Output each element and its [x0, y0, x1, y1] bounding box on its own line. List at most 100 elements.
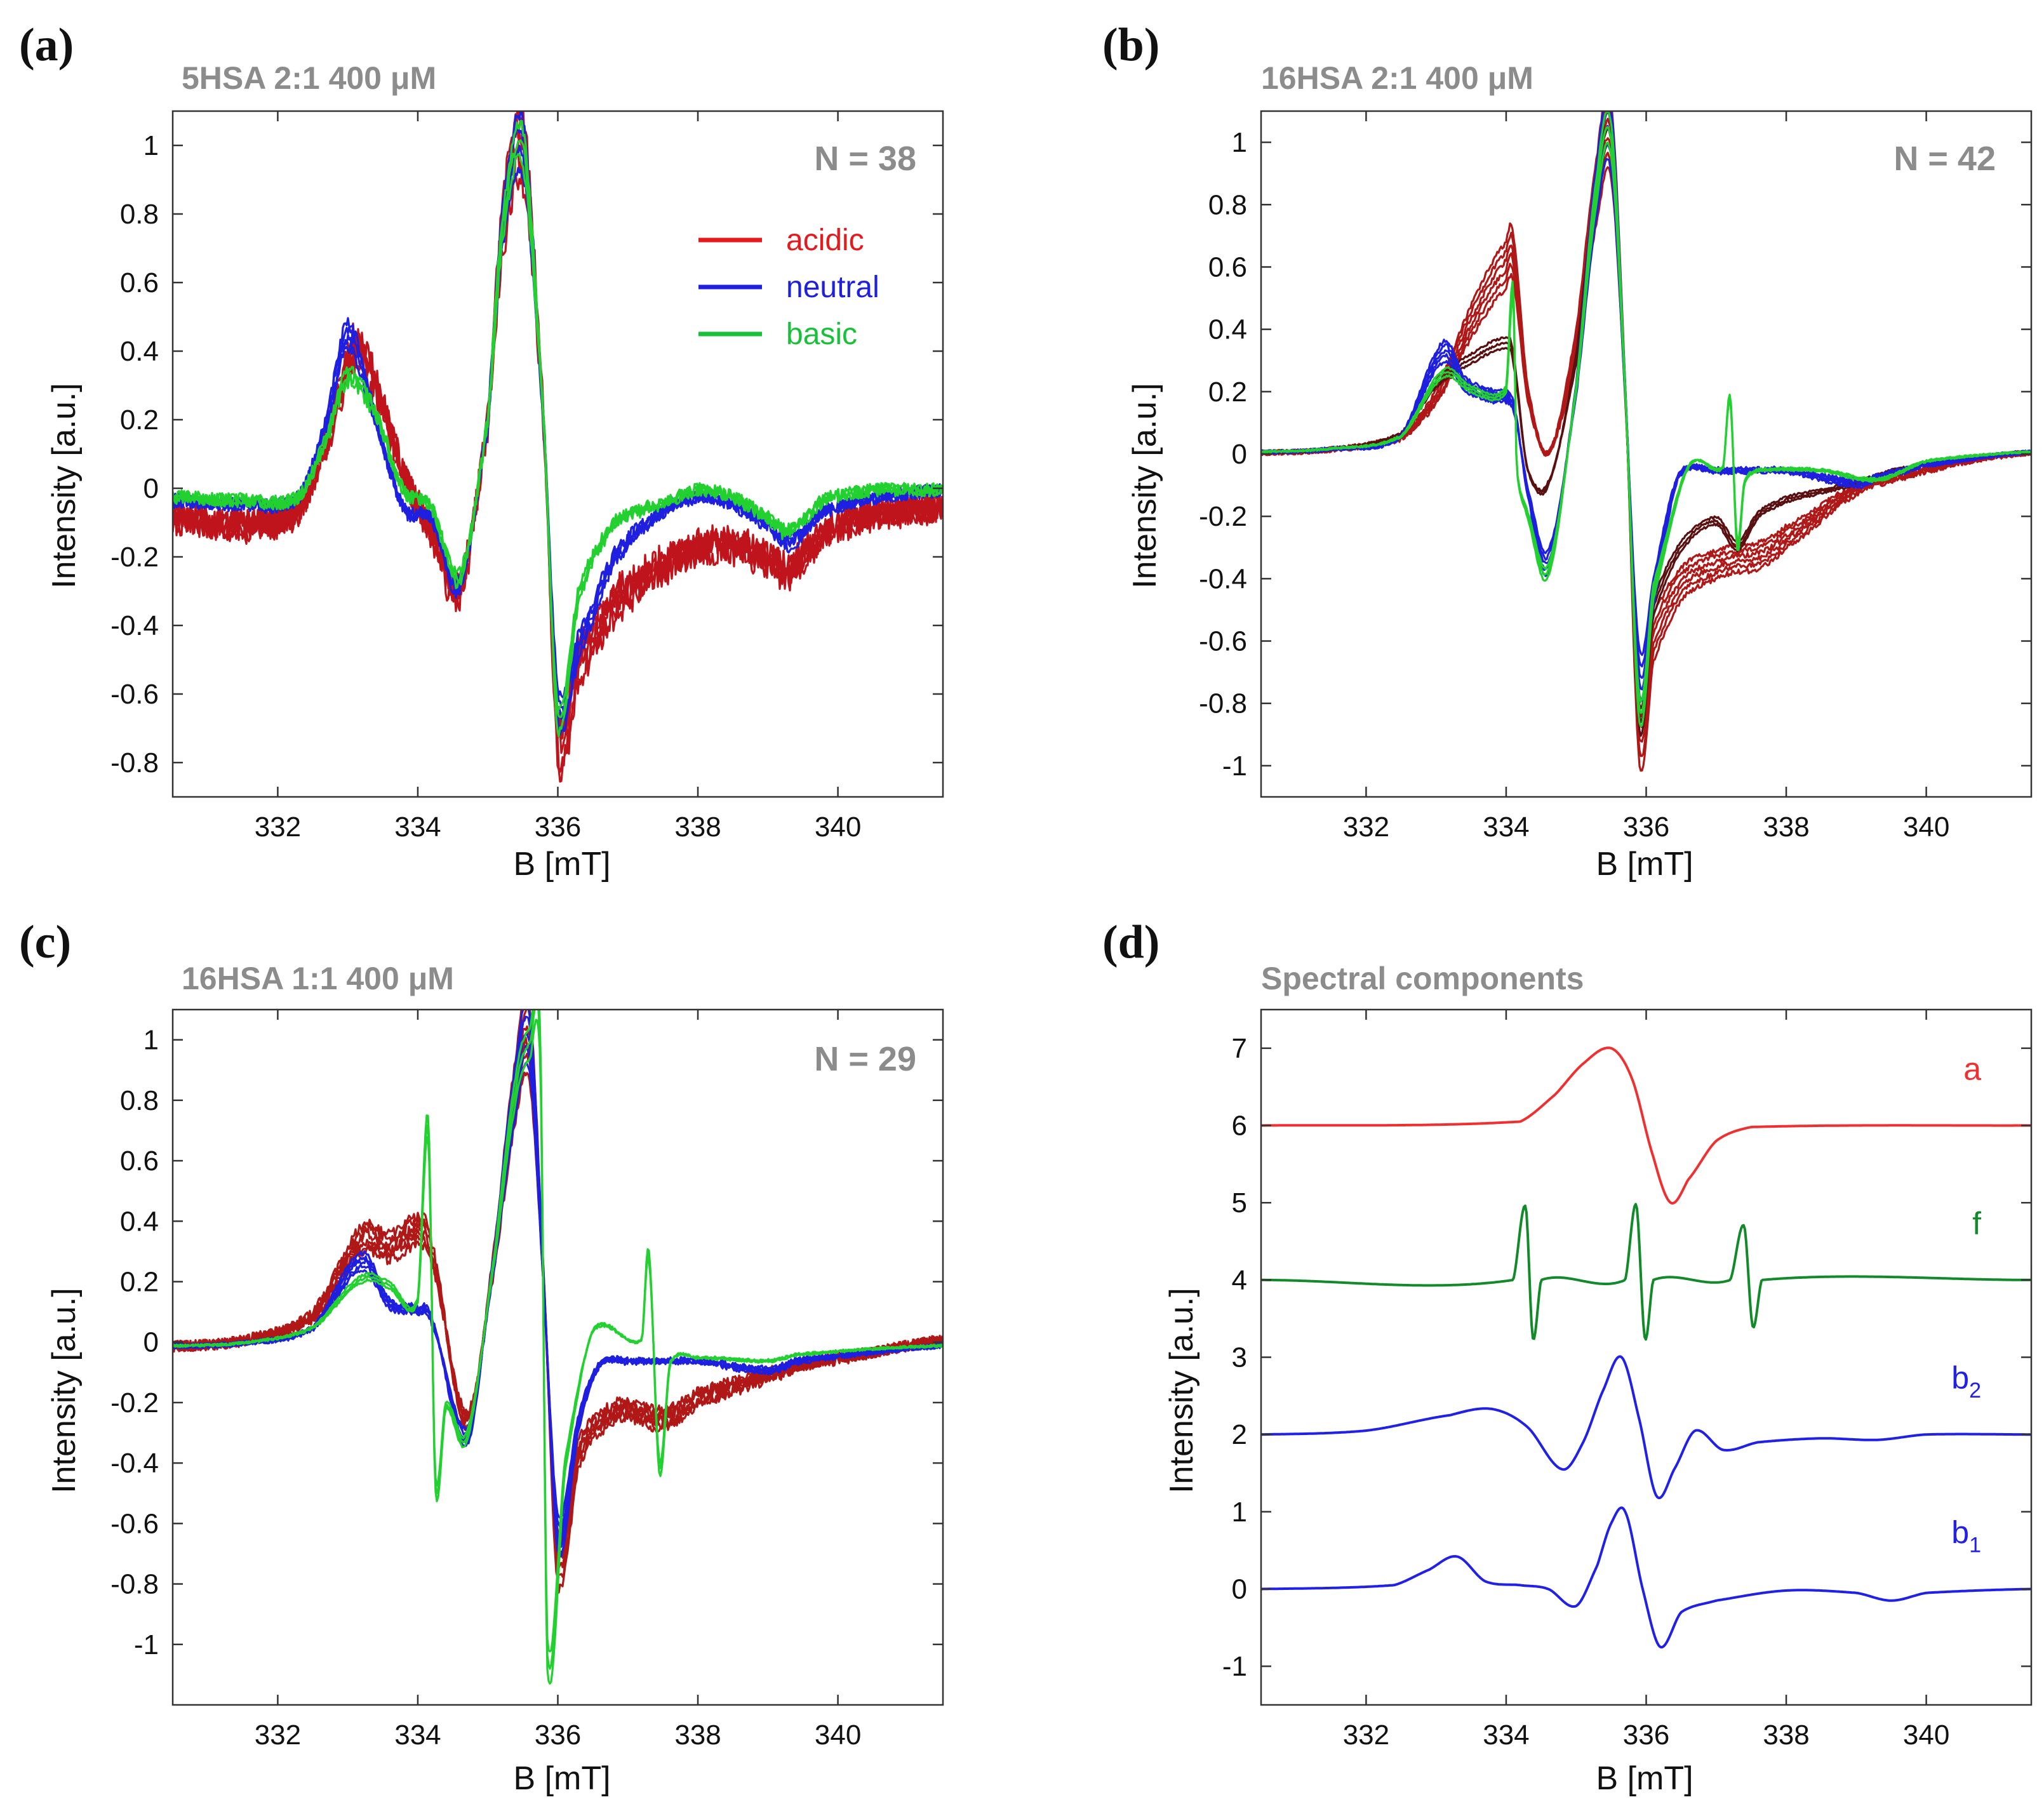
y-tick-label: 0.2 [1208, 377, 1247, 408]
x-tick-label: 336 [1623, 1719, 1669, 1751]
x-tick-label: 338 [1763, 811, 1809, 843]
x-tick-label: 340 [815, 811, 861, 843]
y-tick-label: 0.2 [120, 404, 159, 436]
component-label-a: a [1963, 1052, 1981, 1087]
y-tick-label: 0.6 [120, 1145, 159, 1177]
y-tick-label: 6 [1232, 1111, 1247, 1142]
y-tick-label: 2 [1232, 1419, 1247, 1450]
y-tick-label: 0.4 [120, 1206, 159, 1237]
y-tick-label: 0.8 [1208, 189, 1247, 220]
y-tick-label: -0.2 [110, 542, 159, 573]
y-tick-label: 0.6 [1208, 251, 1247, 283]
series-line-neutral-3 [173, 1032, 943, 1539]
traces [173, 111, 943, 783]
panel-title-b: 16HSA 2:1 400 μM [1261, 60, 1533, 96]
x-tick-label: 340 [1903, 1719, 1949, 1751]
y-tick-label: 0.8 [120, 1085, 159, 1116]
panel-title-a: 5HSA 2:1 400 μM [182, 60, 436, 96]
y-tick-label: -0.8 [110, 1569, 159, 1600]
x-tick-label: 334 [1483, 811, 1529, 843]
series-line-neutral-2 [173, 126, 943, 721]
component-label-b2: b2 [1951, 1360, 1981, 1403]
series-line-neutral-1 [173, 1010, 943, 1558]
x-tick-label: 340 [1903, 811, 1949, 843]
y-tick-label: 1 [144, 130, 159, 161]
y-tick-label: 0.4 [120, 336, 159, 367]
panel-letter-a: (a) [19, 19, 74, 71]
x-tick-label: 336 [535, 811, 581, 843]
series-line-basic-1 [173, 119, 943, 738]
series-line-neutral-2 [1261, 111, 2031, 691]
y-tick-label: 3 [1232, 1342, 1247, 1373]
y-tick-label: -1 [1222, 751, 1247, 782]
y-tick-label: 0.8 [120, 199, 159, 230]
x-tick-label: 332 [1343, 1719, 1389, 1751]
y-tick-label: -0.8 [110, 747, 159, 778]
x-tick-label: 338 [674, 1719, 721, 1751]
y-tick-label: 0 [1232, 439, 1247, 470]
series-line-intermediate-3 [1261, 142, 2031, 710]
n-count-a: N = 38 [814, 140, 916, 178]
x-axis-label-d: B [mT] [1596, 1760, 1693, 1797]
y-tick-label: 1 [144, 1025, 159, 1056]
y-tick-label: 1 [1232, 127, 1247, 158]
panel-c: (c) 16HSA 1:1 400 μM B [mT] Intensity [a… [19, 916, 944, 1797]
x-tick-label: 338 [674, 811, 721, 843]
legend-label-basic: basic [786, 317, 857, 351]
traces [1261, 1046, 2031, 1649]
y-tick-label: -0.4 [110, 1448, 159, 1479]
series-line-neutral-5 [173, 1062, 943, 1519]
series-line-neutral-2 [173, 1015, 943, 1548]
legend-label-neutral: neutral [786, 270, 879, 304]
panel-letter-d: (d) [1102, 916, 1159, 968]
series-line-neutral-1 [1261, 111, 2031, 702]
y-tick-label: 1 [1232, 1497, 1247, 1528]
x-axis-label-c: B [mT] [513, 1760, 610, 1797]
y-tick-label: 0.4 [1208, 314, 1247, 345]
y-axis-label-c: Intensity [a.u.] [46, 1288, 83, 1493]
x-axis-label-a: B [mT] [513, 846, 610, 883]
series-line-acidic-6 [173, 1071, 943, 1537]
series-line-neutral-5 [1261, 157, 2031, 656]
panel-d: (d) Spectral components B [mT] Intensity… [1102, 916, 2033, 1797]
y-tick-label: 0.6 [120, 267, 159, 298]
y-tick-label: -0.6 [110, 1508, 159, 1539]
series-line-neutral-4 [1261, 143, 2031, 668]
series-line-acidic-4 [173, 1036, 943, 1562]
x-tick-label: 336 [1623, 811, 1669, 843]
x-axis-label-b: B [mT] [1596, 846, 1693, 883]
series-line-basic-3 [173, 1018, 943, 1653]
y-tick-label: -1 [1222, 1651, 1247, 1682]
y-axis-label-a: Intensity [a.u.] [46, 383, 83, 589]
y-tick-label: 0 [144, 1327, 159, 1358]
panel-letter-b: (b) [1102, 19, 1159, 71]
series-line-neutral-4 [173, 1045, 943, 1529]
series-line-acidic-1 [173, 1010, 942, 1594]
series-line-acidic-2 [173, 1010, 943, 1578]
y-tick-label: -0.4 [1199, 563, 1247, 594]
y-tick-label: -0.6 [1199, 626, 1247, 657]
panel-title-d: Spectral components [1261, 961, 1584, 996]
y-axis-label-d: Intensity [a.u.] [1163, 1288, 1200, 1493]
y-tick-label: 0 [144, 473, 159, 504]
series-line-b1 [1261, 1506, 2031, 1649]
component-label-f: f [1972, 1206, 1981, 1241]
y-tick-label: -0.2 [1199, 501, 1247, 532]
series-line-acidic-3 [173, 1025, 943, 1569]
x-tick-label: 332 [1343, 811, 1389, 843]
series-line-neutral-3 [1261, 124, 2031, 679]
y-tick-label: -0.8 [1199, 688, 1247, 719]
x-tick-label: 334 [1483, 1719, 1529, 1751]
x-tick-label: 336 [535, 1719, 581, 1751]
y-tick-label: 5 [1232, 1187, 1247, 1218]
n-count-b: N = 42 [1894, 140, 1996, 178]
x-tick-label: 332 [255, 1719, 301, 1751]
series-line-b2 [1261, 1355, 2031, 1499]
series-line-basic-2 [1261, 126, 2031, 714]
series-line-basic-3 [173, 153, 943, 711]
traces [1261, 111, 2031, 772]
legend-label-acidic: acidic [786, 224, 864, 257]
y-tick-label: 0 [1232, 1574, 1247, 1605]
n-count-c: N = 29 [814, 1040, 916, 1078]
